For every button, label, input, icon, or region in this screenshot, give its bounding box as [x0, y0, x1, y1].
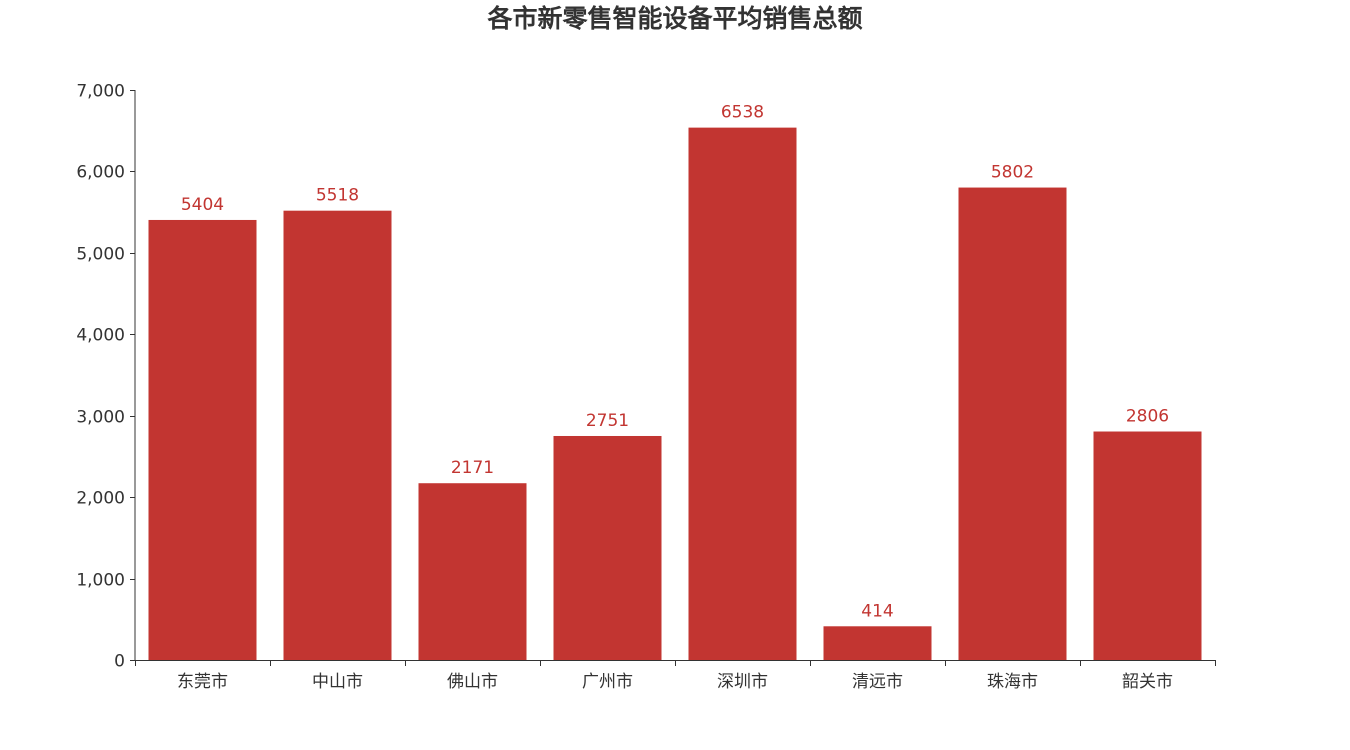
x-tick-label-5: 深圳市 — [717, 672, 768, 692]
x-tick-label-8: 韶关市 — [1122, 672, 1173, 692]
bar-8[interactable] — [1093, 431, 1202, 660]
data-label-8: 2806 — [1126, 407, 1169, 427]
data-label-4: 2751 — [586, 411, 629, 431]
y-tick-label-2: 2,000 — [76, 489, 125, 509]
data-label-5: 6538 — [721, 103, 764, 123]
y-tick-label-4: 4,000 — [76, 326, 125, 346]
data-label-2: 5518 — [316, 186, 359, 206]
bars-layer — [148, 127, 1202, 661]
bar-5[interactable] — [688, 127, 797, 661]
y-tick-label-0: 0 — [114, 652, 125, 672]
bar-7[interactable] — [958, 187, 1067, 661]
y-tick-label-7: 7,000 — [76, 82, 125, 102]
x-tick-label-3: 佛山市 — [447, 672, 498, 692]
data-label-1: 5404 — [181, 195, 224, 215]
x-tick-label-7: 珠海市 — [987, 672, 1038, 692]
y-tick-label-6: 6,000 — [76, 163, 125, 183]
y-tick-label-3: 3,000 — [76, 408, 125, 428]
x-tick-label-6: 清远市 — [852, 672, 903, 692]
x-tick-label-1: 东莞市 — [177, 672, 228, 692]
data-label-7: 5802 — [991, 163, 1034, 183]
bar-2[interactable] — [283, 210, 392, 660]
bar-4[interactable] — [553, 435, 662, 660]
data-label-3: 2171 — [451, 458, 494, 478]
bar-1[interactable] — [148, 219, 257, 660]
y-tick-label-1: 1,000 — [76, 571, 125, 591]
y-tick-label-5: 5,000 — [76, 245, 125, 265]
bar-3[interactable] — [418, 483, 527, 660]
chart-title: 各市新零售智能设备平均销售总额 — [487, 4, 863, 33]
data-label-6: 414 — [861, 601, 893, 621]
axes: 东莞市 中山市 佛山市 广州市 深圳市 清远市 珠海市 韶关市 0 1,000 2,000 3,000… — [76, 82, 1216, 692]
data-labels-layer: 5404 5518 2171 2751 6538 414 5802 2806 — [181, 103, 1169, 622]
bar-6[interactable] — [823, 626, 932, 660]
x-tick-label-2: 中山市 — [312, 672, 363, 692]
x-tick-label-4: 广州市 — [582, 672, 633, 692]
